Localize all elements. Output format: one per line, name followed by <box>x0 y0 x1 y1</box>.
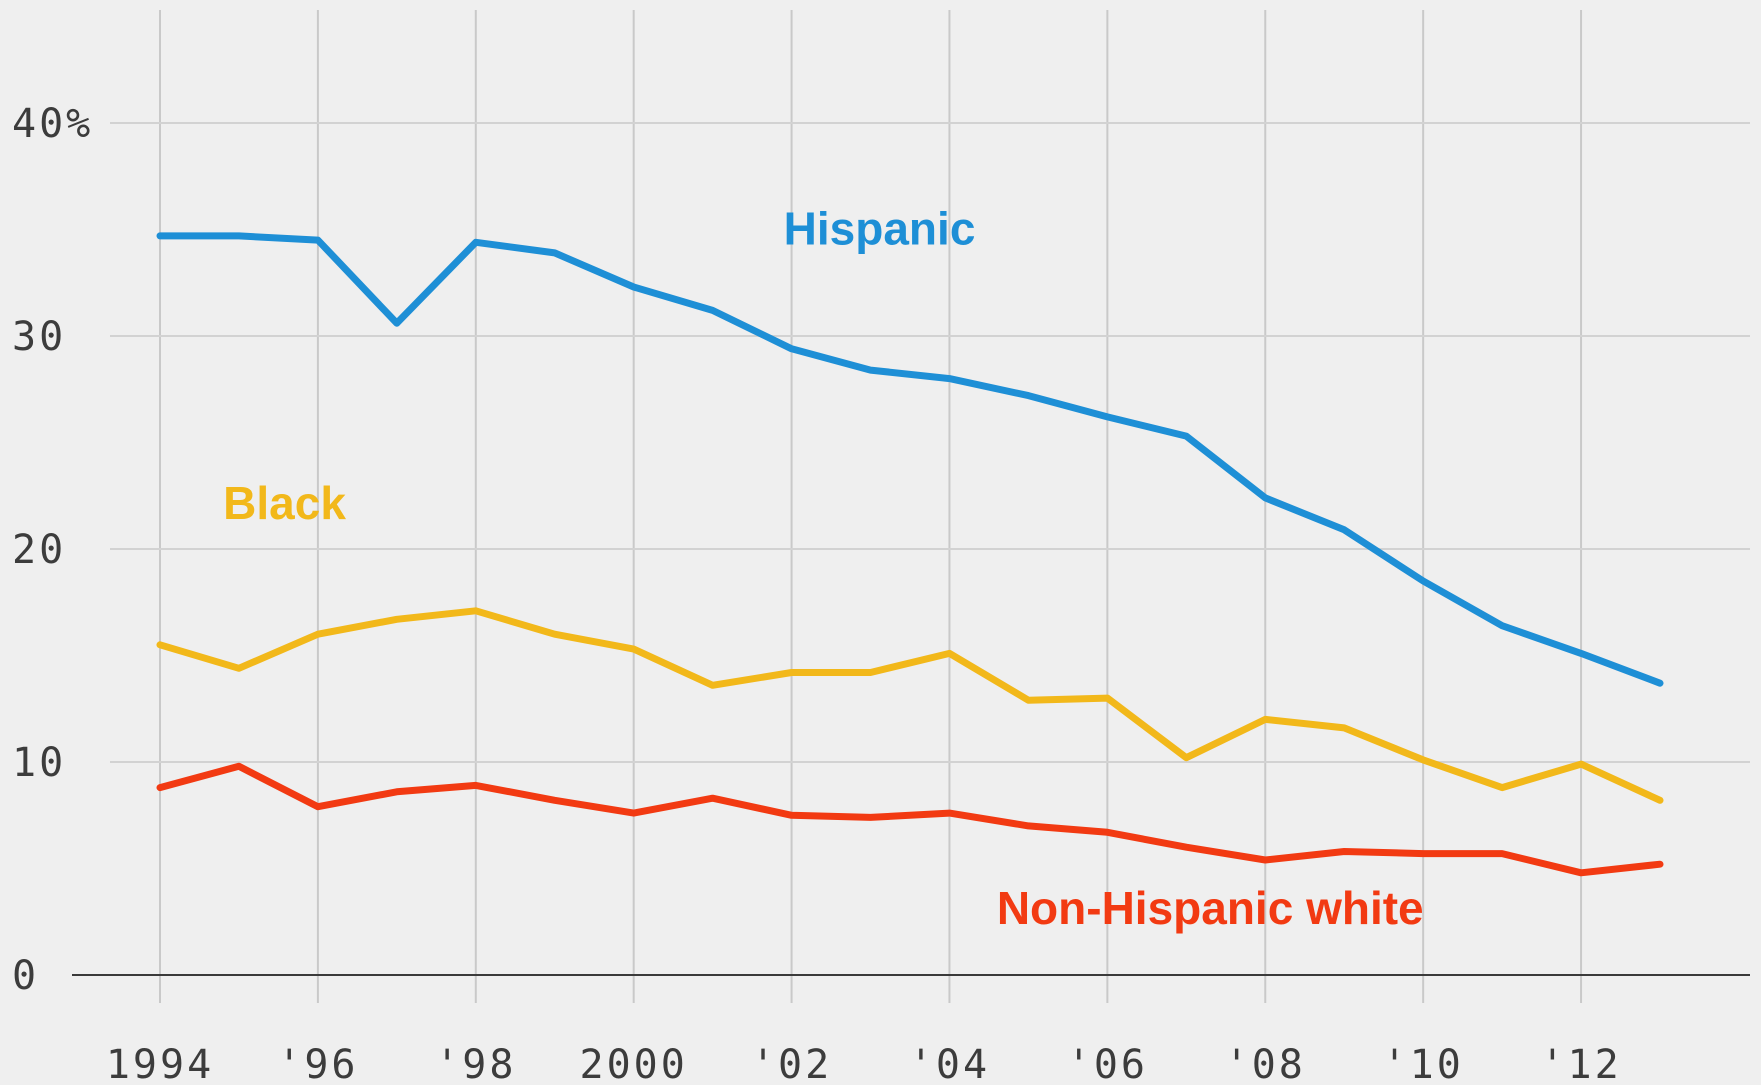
series-line-black <box>156 607 1664 804</box>
series-lines <box>156 232 1664 877</box>
y-tick-label-20: 20 <box>12 527 66 573</box>
x-tick-label-10: '10 <box>1383 1042 1464 1085</box>
x-tick-label-08: '08 <box>1225 1042 1306 1085</box>
x-tick-label-02: '02 <box>751 1042 832 1085</box>
y-tick-label-30: 30 <box>12 314 66 360</box>
series-label-non-hispanic-white: Non-Hispanic white <box>997 882 1424 934</box>
x-axis-tick-labels: 1994 '96 '98 2000 '02 '04 '06 '08 '10 '12 <box>106 1042 1621 1085</box>
series-label-hispanic: Hispanic <box>784 202 976 254</box>
x-gridlines <box>159 10 1583 1003</box>
series-labels: Hispanic Black Non-Hispanic white <box>223 202 1423 933</box>
x-tick-label-98: '98 <box>435 1042 516 1085</box>
y-gridlines <box>110 122 1750 763</box>
x-tick-label-06: '06 <box>1067 1042 1148 1085</box>
y-tick-label-10: 10 <box>12 740 66 786</box>
x-tick-label-2000: 2000 <box>580 1042 688 1085</box>
series-label-black: Black <box>223 477 346 529</box>
x-tick-label-1994: 1994 <box>106 1042 214 1085</box>
y-tick-label-40: 40% <box>12 101 93 147</box>
x-tick-label-12: '12 <box>1540 1042 1621 1085</box>
y-axis-tick-labels: 0 10 20 30 40% <box>12 101 93 999</box>
x-tick-label-04: '04 <box>909 1042 990 1085</box>
series-line-hispanic <box>156 232 1664 687</box>
x-tick-label-96: '96 <box>277 1042 358 1085</box>
series-line-non-hispanic-white <box>156 762 1664 877</box>
y-tick-label-0: 0 <box>12 953 39 999</box>
